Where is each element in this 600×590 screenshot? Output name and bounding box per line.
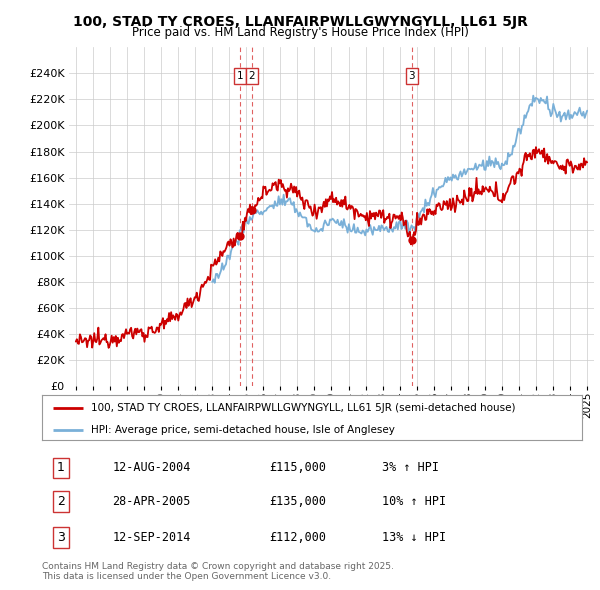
Text: 3% ↑ HPI: 3% ↑ HPI [382,461,439,474]
Text: 28-APR-2005: 28-APR-2005 [112,495,191,508]
Text: £135,000: £135,000 [269,495,326,508]
Text: Price paid vs. HM Land Registry's House Price Index (HPI): Price paid vs. HM Land Registry's House … [131,26,469,39]
Text: 2: 2 [57,495,65,508]
Text: 1: 1 [236,71,243,81]
Text: 12-AUG-2004: 12-AUG-2004 [112,461,191,474]
Text: Contains HM Land Registry data © Crown copyright and database right 2025.
This d: Contains HM Land Registry data © Crown c… [42,562,394,581]
Text: 3: 3 [409,71,415,81]
Text: 100, STAD TY CROES, LLANFAIRPWLLGWYNGYLL, LL61 5JR (semi-detached house): 100, STAD TY CROES, LLANFAIRPWLLGWYNGYLL… [91,403,515,412]
Text: 12-SEP-2014: 12-SEP-2014 [112,531,191,544]
Text: 100, STAD TY CROES, LLANFAIRPWLLGWYNGYLL, LL61 5JR: 100, STAD TY CROES, LLANFAIRPWLLGWYNGYLL… [73,15,527,29]
Text: 1: 1 [57,461,65,474]
Text: 3: 3 [57,531,65,544]
Text: HPI: Average price, semi-detached house, Isle of Anglesey: HPI: Average price, semi-detached house,… [91,425,394,435]
Text: £115,000: £115,000 [269,461,326,474]
Text: £112,000: £112,000 [269,531,326,544]
Text: 10% ↑ HPI: 10% ↑ HPI [382,495,446,508]
Text: 13% ↓ HPI: 13% ↓ HPI [382,531,446,544]
Text: 2: 2 [248,71,255,81]
